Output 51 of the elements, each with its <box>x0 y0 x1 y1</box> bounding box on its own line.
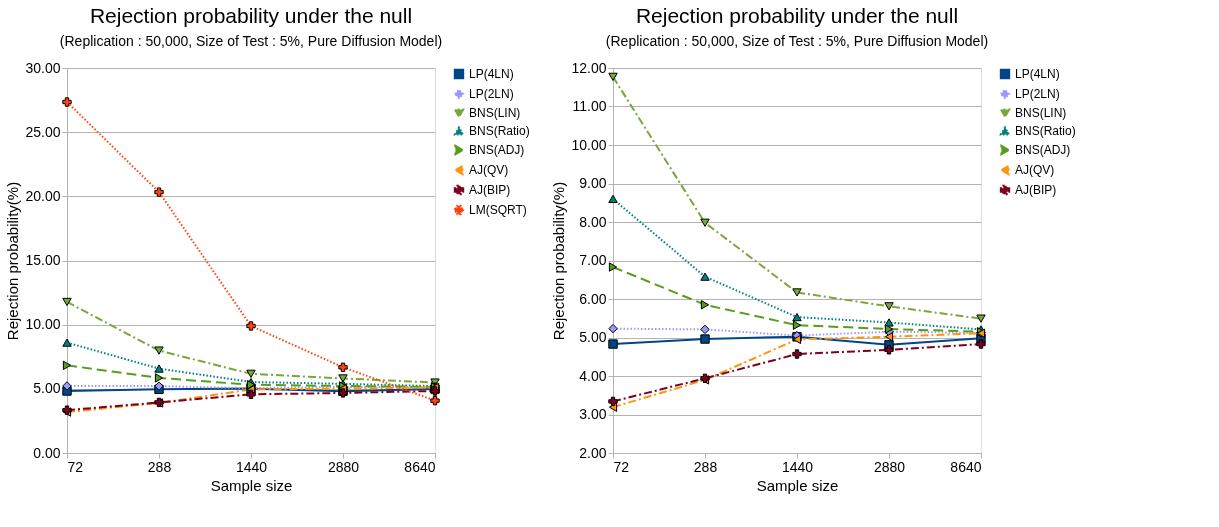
y-tick-label: 5.00 <box>579 329 607 345</box>
y-tick-label: 11.00 <box>572 98 607 114</box>
legend-label: BNS(Ratio) <box>469 124 530 138</box>
x-axis-title: Sample size <box>210 476 293 494</box>
y-tick-label: 0.00 <box>33 444 61 461</box>
legend-label: LP(4LN) <box>469 67 514 81</box>
legend-label: LP(2LN) <box>1015 87 1060 101</box>
legend-label: AJ(BIP) <box>1015 183 1057 197</box>
x-tick-label: 72 <box>67 458 84 475</box>
y-tick-label: 7.00 <box>579 252 607 268</box>
y-tick-label: 5.00 <box>33 380 61 397</box>
x-tick-label: 2880 <box>327 458 360 475</box>
x-tick-label: 1440 <box>781 458 814 475</box>
y-tick-label: 4.00 <box>579 367 607 384</box>
legend-label: LP(2LN) <box>469 87 514 101</box>
x-tick-label: 2880 <box>873 458 906 475</box>
y-tick-label: 15.00 <box>25 252 61 268</box>
y-axis-title: Rejection probability(%) <box>550 181 568 341</box>
legend-label: BNS(LIN) <box>1015 106 1067 120</box>
y-tick-label: 9.00 <box>579 175 607 191</box>
y-tick-label: 10.00 <box>25 316 61 333</box>
x-axis-title: Sample size <box>756 476 839 494</box>
y-tick-label: 8.00 <box>579 213 607 230</box>
legend-label: AJ(BIP) <box>469 183 511 197</box>
legend-label: LM(SQRT) <box>469 203 527 217</box>
y-tick-label: 20.00 <box>25 187 61 204</box>
y-axis-title: Rejection probability(%) <box>4 181 22 341</box>
legend-label: BNS(LIN) <box>469 106 521 120</box>
chart-subtitle: (Replication : 50,000, Size of Test : 5%, Pure Diffusion Model) <box>59 33 443 49</box>
legend-label: AJ(QV) <box>1015 163 1055 177</box>
y-tick-label: 6.00 <box>579 290 607 307</box>
chart-title: Rejection probability under the null <box>635 4 959 27</box>
legend-label: LP(4LN) <box>1015 67 1060 81</box>
x-tick-label: 288 <box>147 458 172 475</box>
chart-subtitle: (Replication : 50,000, Size of Test : 5%, Pure Diffusion Model) <box>605 33 989 49</box>
y-tick-label: 3.00 <box>579 406 607 422</box>
x-tick-label: 1440 <box>235 458 268 475</box>
y-tick-label: 10.00 <box>571 136 607 153</box>
y-tick-label: 30.00 <box>25 59 61 76</box>
x-tick-label: 72 <box>613 458 630 475</box>
y-tick-label: 12.00 <box>571 59 607 76</box>
x-tick-label: 288 <box>693 458 718 475</box>
x-tick-label: 8640 <box>404 458 436 475</box>
legend-label: BNS(ADJ) <box>469 143 525 157</box>
y-tick-label: 25.00 <box>25 123 61 140</box>
legend-label: BNS(ADJ) <box>1015 143 1071 157</box>
legend-label: AJ(QV) <box>469 163 509 177</box>
y-tick-label: 2.00 <box>579 444 607 461</box>
chart-title: Rejection probability under the null <box>89 4 413 27</box>
legend-label: BNS(Ratio) <box>1015 124 1076 138</box>
x-tick-label: 8640 <box>950 458 982 475</box>
